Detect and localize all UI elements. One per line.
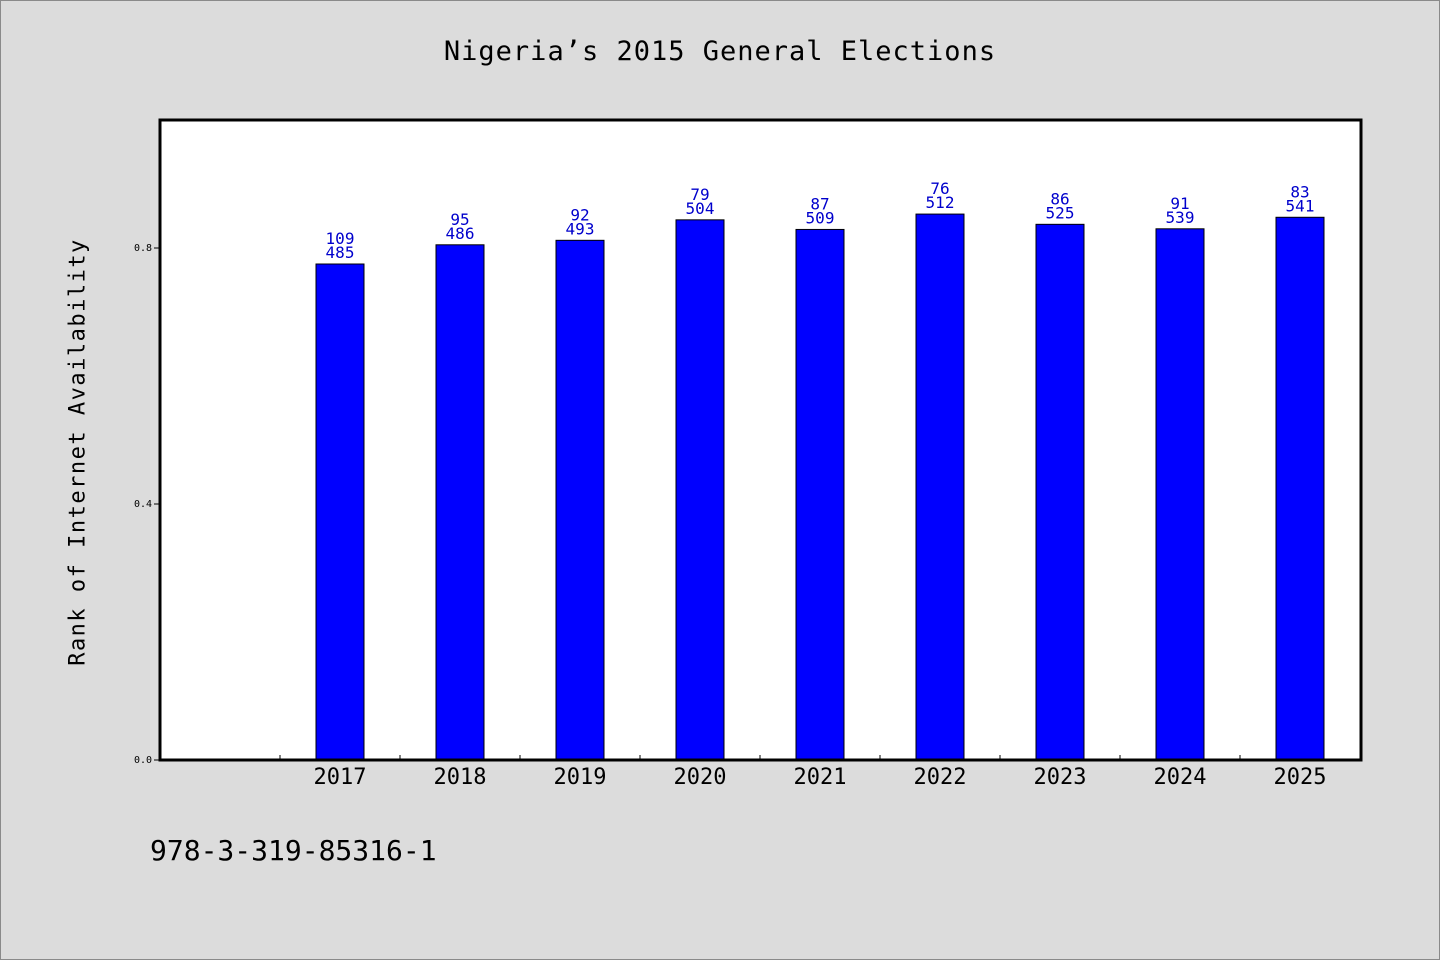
data-label-rank: 95 — [450, 210, 469, 229]
x-tick-label: 2025 — [1274, 765, 1327, 790]
data-label-count: 525 — [1046, 203, 1075, 222]
data-label-rank: 86 — [1050, 189, 1069, 208]
data-label-rank: 91 — [1170, 194, 1189, 213]
data-label-rank: 87 — [810, 194, 829, 213]
x-tick-label: 2020 — [674, 765, 727, 790]
data-label-count: 539 — [1166, 208, 1195, 227]
data-label-rank: 79 — [690, 185, 709, 204]
x-tick-label: 2017 — [314, 765, 367, 790]
data-label-rank: 76 — [930, 179, 949, 198]
y-tick-label: 0.4 — [134, 499, 152, 510]
bar — [915, 213, 965, 761]
data-label-count: 486 — [446, 224, 475, 243]
data-label-rank: 109 — [326, 229, 355, 248]
bar — [435, 244, 485, 761]
y-tick-label: 0.0 — [134, 755, 152, 766]
x-tick-label: 2019 — [554, 765, 607, 790]
data-label-count: 493 — [566, 219, 595, 238]
x-tick-label: 2021 — [794, 765, 847, 790]
data-label-count: 512 — [926, 193, 955, 212]
x-tick-label: 2024 — [1154, 765, 1207, 790]
x-tick-label: 2023 — [1034, 765, 1087, 790]
x-tick-label: 2018 — [434, 765, 487, 790]
bar — [1035, 223, 1085, 761]
data-label-count: 504 — [686, 199, 715, 218]
isbn-footer: 978-3-319-85316-1 — [150, 834, 437, 867]
bar — [315, 263, 365, 761]
data-label-count: 509 — [806, 208, 835, 227]
bar — [555, 239, 605, 761]
bar — [675, 219, 725, 761]
bar — [1275, 216, 1325, 761]
data-label-count: 541 — [1286, 196, 1315, 215]
data-label-count: 485 — [326, 243, 355, 262]
chart-title: Nigeria’s 2015 General Elections — [443, 36, 997, 67]
bar — [1155, 228, 1205, 761]
x-tick-label: 2022 — [914, 765, 967, 790]
data-label-rank: 92 — [570, 205, 589, 224]
data-label-rank: 83 — [1290, 182, 1309, 201]
y-tick-label: 0.8 — [134, 243, 152, 254]
bar — [795, 228, 845, 761]
